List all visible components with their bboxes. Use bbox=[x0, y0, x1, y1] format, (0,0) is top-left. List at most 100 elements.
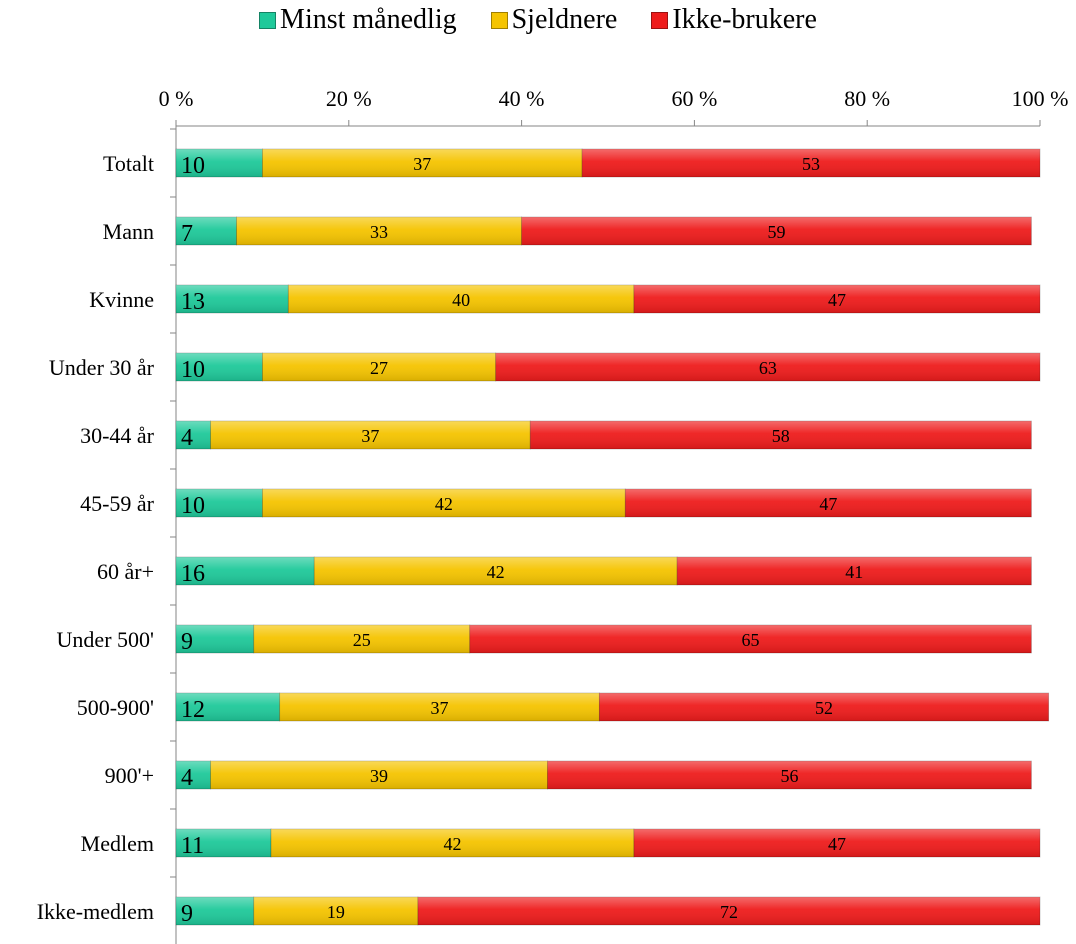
legend: Minst månedlig Sjeldnere Ikke-brukere bbox=[0, 4, 1076, 36]
data-label-minst-manedlig-30-44-ar: 4 bbox=[181, 425, 193, 451]
bar-minst-manedlig-45-59-ar bbox=[175, 488, 263, 518]
data-label-sjeldnere-ikke-medlem: 19 bbox=[327, 902, 345, 922]
bar-ikke-brukere-ikke-medlem bbox=[417, 896, 1041, 926]
bar-sjeldnere-60-ar bbox=[313, 556, 678, 586]
data-label-ikke-brukere-kvinne: 47 bbox=[828, 290, 846, 310]
bar-ikke-brukere-900 bbox=[547, 760, 1032, 790]
legend-item-sjeldnere: Sjeldnere bbox=[490, 4, 618, 36]
data-label-ikke-brukere-totalt: 53 bbox=[802, 154, 820, 174]
data-label-sjeldnere-45-59-ar: 42 bbox=[435, 494, 453, 514]
category-label-medlem: Medlem bbox=[81, 831, 154, 856]
category-label-ikke-medlem: Ikke-medlem bbox=[37, 899, 154, 924]
bar-sjeldnere-medlem bbox=[270, 828, 635, 858]
data-label-minst-manedlig-totalt: 10 bbox=[181, 153, 205, 179]
data-label-minst-manedlig-kvinne: 13 bbox=[181, 289, 205, 315]
data-label-ikke-brukere-mann: 59 bbox=[767, 222, 785, 242]
data-label-ikke-brukere-45-59-ar: 47 bbox=[819, 494, 837, 514]
data-label-minst-manedlig-60-ar: 16 bbox=[181, 561, 205, 587]
bar-ikke-brukere-mann bbox=[521, 216, 1032, 246]
data-label-ikke-brukere-900: 56 bbox=[780, 766, 798, 786]
x-tick-label: 80 % bbox=[844, 86, 890, 111]
data-label-minst-manedlig-500-900: 12 bbox=[181, 697, 205, 723]
bar-minst-manedlig-mann bbox=[175, 216, 237, 246]
legend-label-minst-manedlig: Minst månedlig bbox=[280, 4, 457, 35]
bar-minst-manedlig-60-ar bbox=[175, 556, 315, 586]
legend-swatch-sjeldnere bbox=[490, 11, 508, 29]
category-label-kvinne: Kvinne bbox=[89, 287, 154, 312]
category-label-under-30-ar: Under 30 år bbox=[49, 355, 155, 380]
data-label-minst-manedlig-under-500: 9 bbox=[181, 629, 193, 655]
bar-sjeldnere-30-44-ar bbox=[210, 420, 531, 450]
bar-ikke-brukere-kvinne bbox=[633, 284, 1041, 314]
bar-sjeldnere-500-900 bbox=[279, 692, 600, 722]
category-label-30-44-ar: 30-44 år bbox=[80, 423, 155, 448]
legend-label-ikke-brukere: Ikke-brukere bbox=[672, 4, 817, 35]
data-label-sjeldnere-60-ar: 42 bbox=[487, 562, 505, 582]
data-label-ikke-brukere-under-500: 65 bbox=[742, 630, 760, 650]
legend-item-minst-manedlig: Minst månedlig bbox=[259, 4, 457, 36]
bar-ikke-brukere-45-59-ar bbox=[624, 488, 1032, 518]
data-label-sjeldnere-under-500: 25 bbox=[353, 630, 371, 650]
x-tick-label: 0 % bbox=[159, 86, 194, 111]
bar-ikke-brukere-500-900 bbox=[598, 692, 1050, 722]
bar-minst-manedlig-ikke-medlem bbox=[175, 896, 255, 926]
bars bbox=[175, 148, 1050, 926]
bar-sjeldnere-ikke-medlem bbox=[253, 896, 419, 926]
bar-minst-manedlig-medlem bbox=[175, 828, 272, 858]
labels: Totalt 10 37 53 Mann 7 33 59 Kvinne 13 40 47 Under 3… bbox=[37, 151, 864, 927]
x-tick-label: 40 % bbox=[499, 86, 545, 111]
bar-minst-manedlig-30-44-ar bbox=[175, 420, 211, 450]
category-label-60-ar: 60 år+ bbox=[97, 559, 154, 584]
bar-sjeldnere-mann bbox=[236, 216, 522, 246]
bar-ikke-brukere-30-44-ar bbox=[529, 420, 1032, 450]
data-label-minst-manedlig-900: 4 bbox=[181, 765, 193, 791]
bar-ikke-brukere-under-30-ar bbox=[495, 352, 1041, 382]
axes: 0 % 20 % 40 % 60 % 80 % 100 % bbox=[159, 86, 1069, 944]
bar-sjeldnere-900 bbox=[210, 760, 548, 790]
bar-minst-manedlig-under-30-ar bbox=[175, 352, 263, 382]
data-label-ikke-brukere-60-ar: 41 bbox=[845, 562, 863, 582]
data-label-minst-manedlig-mann: 7 bbox=[181, 221, 193, 247]
legend-label-sjeldnere: Sjeldnere bbox=[511, 4, 618, 35]
data-label-minst-manedlig-under-30-ar: 10 bbox=[181, 357, 205, 383]
legend-item-ikke-brukere: Ikke-brukere bbox=[651, 4, 817, 36]
x-tick-label: 60 % bbox=[671, 86, 717, 111]
category-label-500-900: 500-900' bbox=[77, 695, 154, 720]
bar-minst-manedlig-900 bbox=[175, 760, 211, 790]
data-label-sjeldnere-500-900: 37 bbox=[431, 698, 449, 718]
bar-ikke-brukere-medlem bbox=[633, 828, 1041, 858]
bar-ikke-brukere-totalt bbox=[581, 148, 1041, 178]
bar-minst-manedlig-totalt bbox=[175, 148, 263, 178]
data-label-ikke-brukere-30-44-ar: 58 bbox=[772, 426, 790, 446]
data-label-sjeldnere-mann: 33 bbox=[370, 222, 388, 242]
bar-sjeldnere-under-30-ar bbox=[261, 352, 497, 382]
data-label-ikke-brukere-ikke-medlem: 72 bbox=[720, 902, 738, 922]
bar-ikke-brukere-under-500 bbox=[469, 624, 1032, 654]
category-label-under-500: Under 500' bbox=[57, 627, 154, 652]
data-label-ikke-brukere-500-900: 52 bbox=[815, 698, 833, 718]
bar-minst-manedlig-500-900 bbox=[175, 692, 281, 722]
bar-sjeldnere-45-59-ar bbox=[261, 488, 626, 518]
data-label-ikke-brukere-medlem: 47 bbox=[828, 834, 846, 854]
bar-sjeldnere-kvinne bbox=[287, 284, 635, 314]
bar-ikke-brukere-60-ar bbox=[676, 556, 1032, 586]
data-label-sjeldnere-kvinne: 40 bbox=[452, 290, 470, 310]
category-label-totalt: Totalt bbox=[103, 151, 154, 176]
bar-sjeldnere-under-500 bbox=[253, 624, 471, 654]
data-label-minst-manedlig-45-59-ar: 10 bbox=[181, 493, 205, 519]
x-tick-label: 100 % bbox=[1012, 86, 1069, 111]
category-label-mann: Mann bbox=[103, 219, 154, 244]
bar-minst-manedlig-kvinne bbox=[175, 284, 289, 314]
category-label-45-59-ar: 45-59 år bbox=[80, 491, 155, 516]
legend-swatch-ikke-brukere bbox=[651, 11, 669, 29]
data-label-sjeldnere-under-30-ar: 27 bbox=[370, 358, 388, 378]
legend-swatch-minst-manedlig bbox=[259, 11, 277, 29]
data-label-sjeldnere-totalt: 37 bbox=[413, 154, 431, 174]
bar-sjeldnere-totalt bbox=[261, 148, 583, 178]
data-label-sjeldnere-medlem: 42 bbox=[443, 834, 461, 854]
x-tick-label: 20 % bbox=[326, 86, 372, 111]
data-label-sjeldnere-30-44-ar: 37 bbox=[361, 426, 379, 446]
data-label-ikke-brukere-under-30-ar: 63 bbox=[759, 358, 777, 378]
